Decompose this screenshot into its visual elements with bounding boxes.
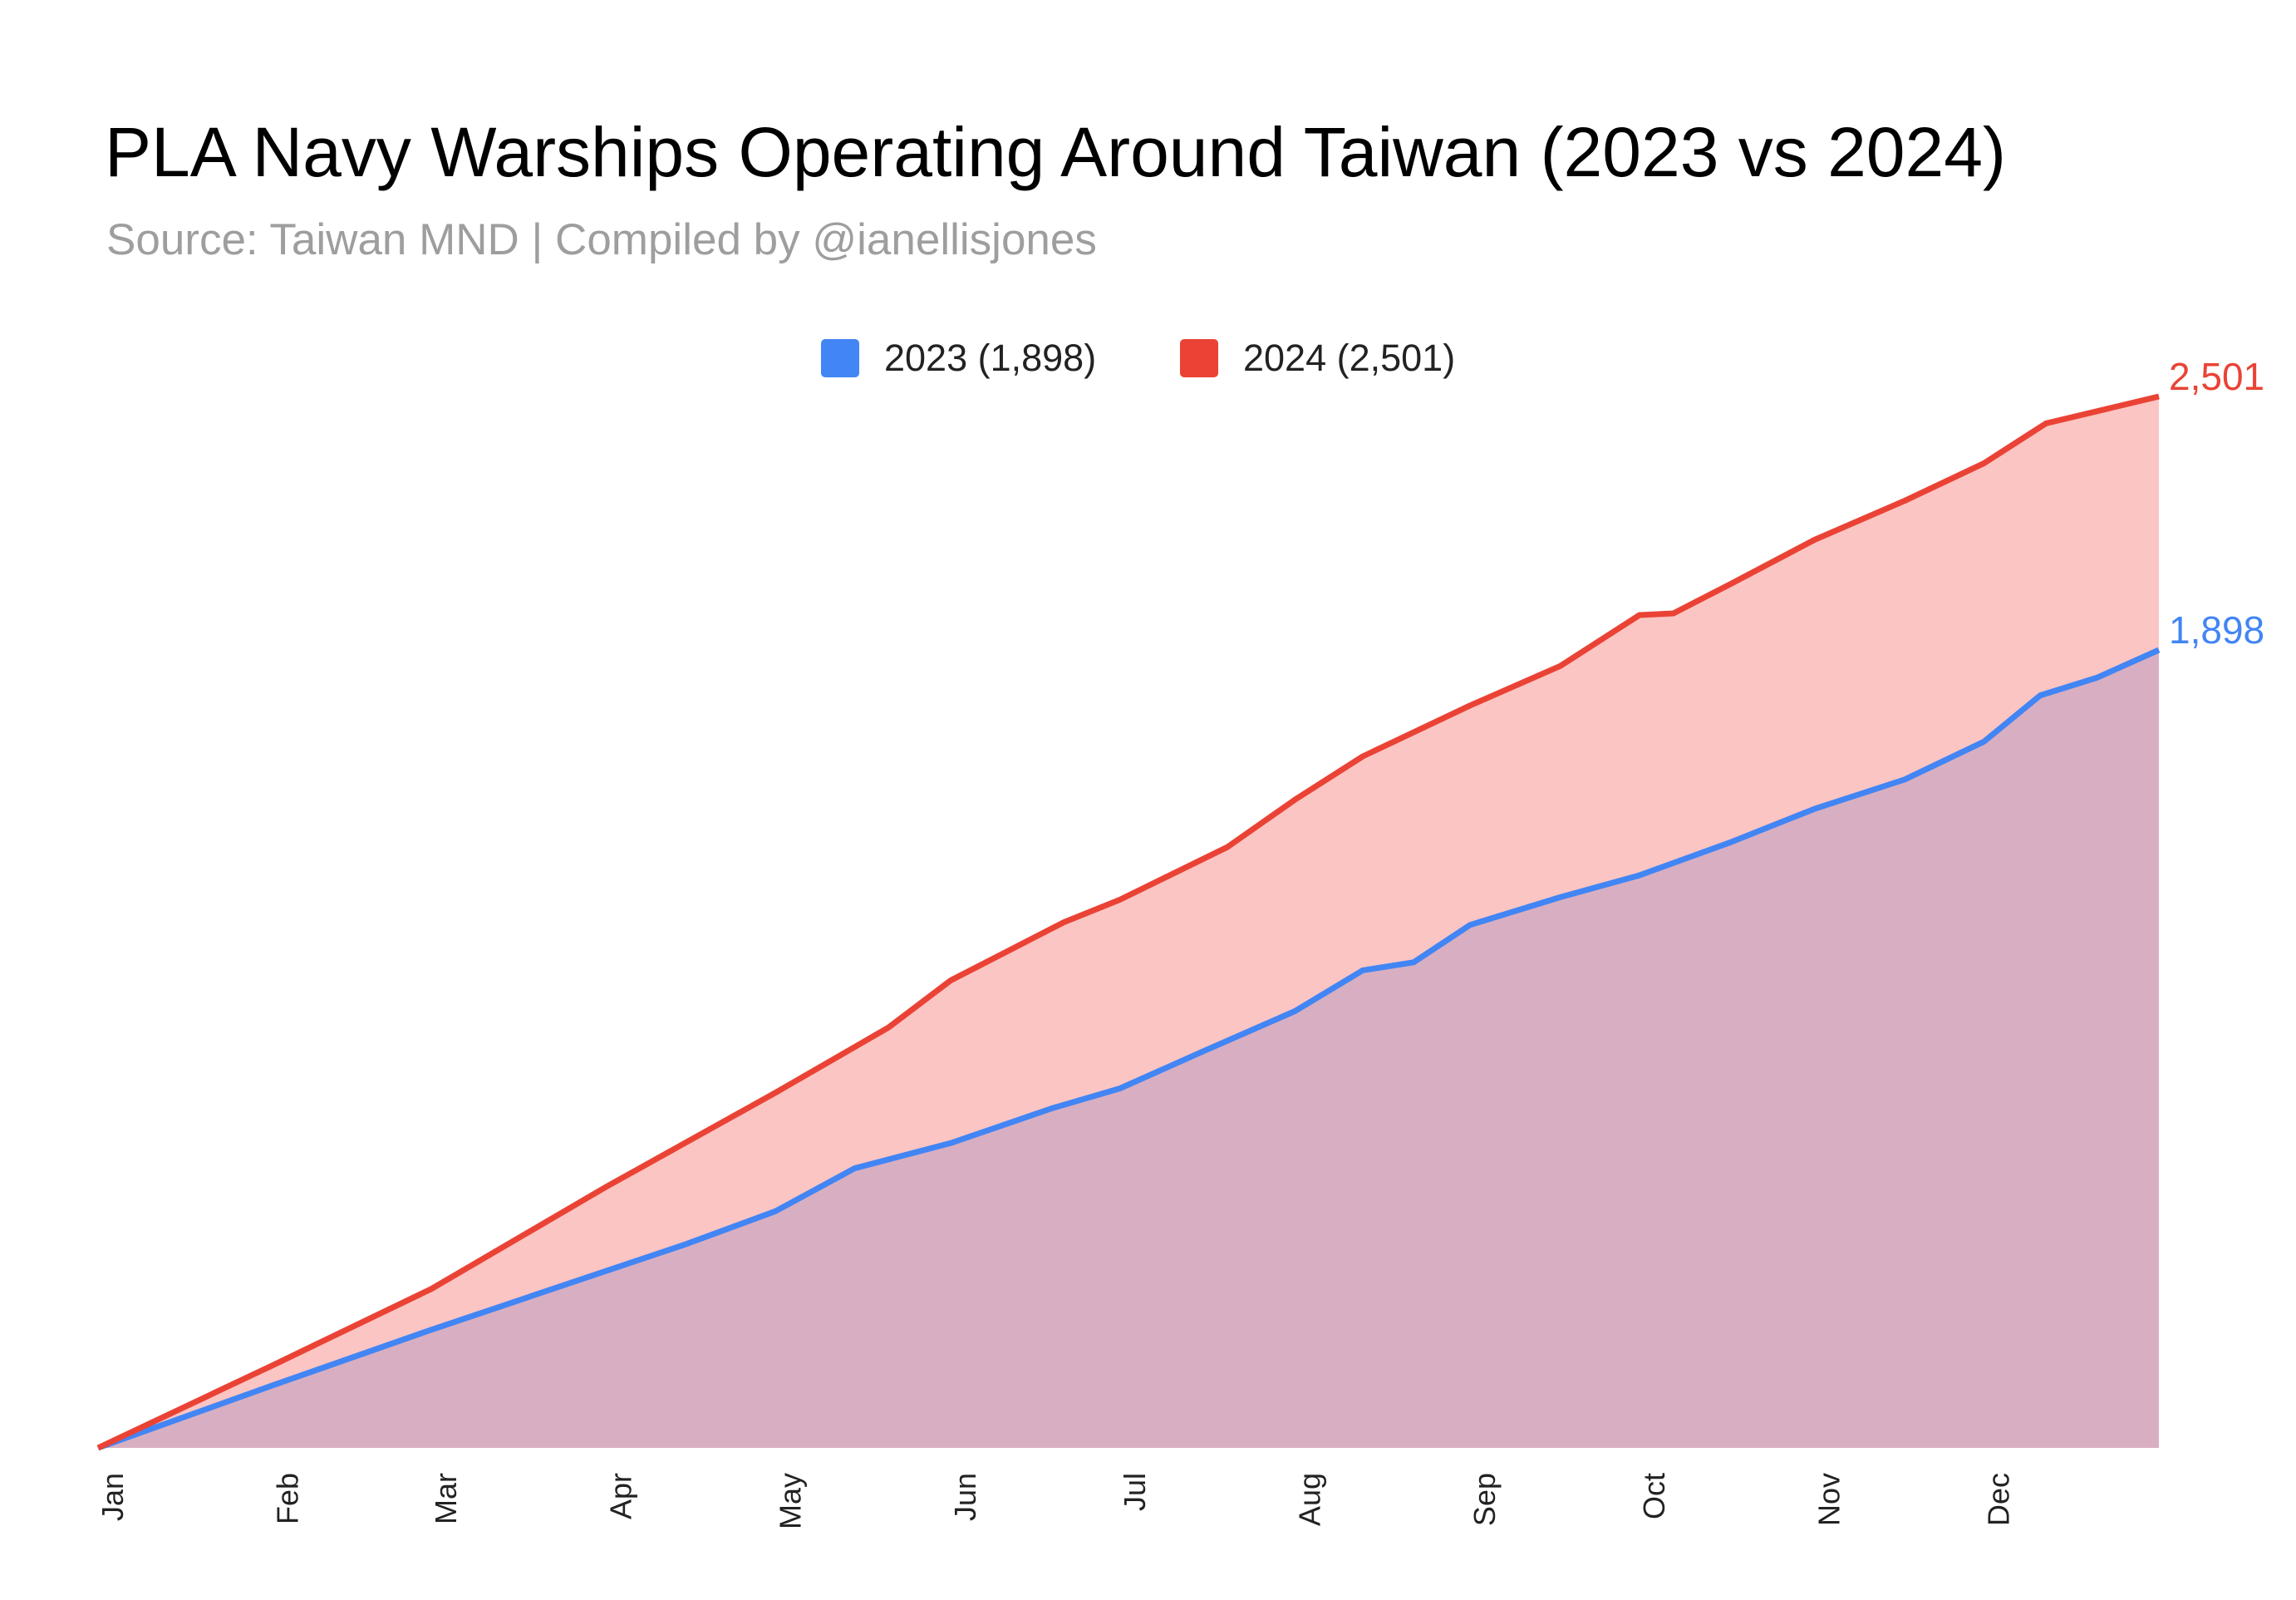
month-label-nov: Nov [1812,1473,1846,1526]
legend-label-2023: 2023 (1,898) [884,337,1097,379]
legend-item-2023: 2023 (1,898) [821,337,1096,380]
month-label-apr: Apr [604,1473,638,1519]
x-axis: Jan Feb Mar Apr May Jun Jul Aug Sep Oct Nov Dec [96,1473,2015,1529]
month-label-sep: Sep [1468,1473,1502,1526]
series-2024-line [96,393,2160,1451]
legend-label-2024: 2024 (2,501) [1243,337,1456,379]
chart-title: PLA Navy Warships Operating Around Taiwa… [105,113,2006,191]
series-2023-line [96,647,2161,1451]
month-label-may: May [773,1473,807,1529]
legend-swatch-2024 [1180,339,1218,377]
month-label-mar: Mar [429,1473,463,1524]
month-label-dec: Dec [1981,1473,2015,1526]
month-label-jun: Jun [948,1473,982,1521]
end-label-2024: 2,501 [2169,355,2264,398]
month-label-jul: Jul [1118,1473,1152,1511]
month-label-aug: Aug [1292,1473,1326,1526]
legend: 2023 (1,898) 2024 (2,501) [0,337,2296,386]
month-label-feb: Feb [271,1473,305,1524]
chart-subtitle: Source: Taiwan MND | Compiled by @ianell… [106,215,1097,264]
month-label-oct: Oct [1637,1473,1671,1519]
legend-item-2024: 2024 (2,501) [1180,337,1455,380]
series-2023-area [98,650,2159,1448]
month-label-jan: Jan [96,1473,130,1521]
end-label-2023: 1,898 [2169,608,2264,652]
legend-swatch-2023 [821,339,859,377]
